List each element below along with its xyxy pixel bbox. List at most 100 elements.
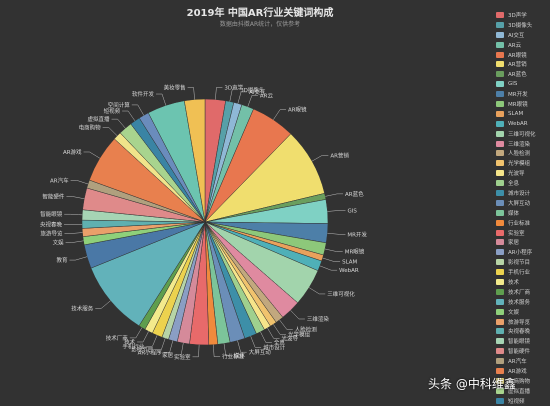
legend-item[interactable]: AR小程序 [496,247,550,257]
legend-swatch [496,279,504,285]
legend-label: AR游戏 [508,367,527,375]
legend-item[interactable]: GIS [496,79,550,89]
slice-label: 行业标准 [222,353,245,361]
legend-item[interactable]: 媒体 [496,208,550,218]
leader-line [260,332,271,343]
legend-swatch [496,398,504,404]
slice-label: 三维渲染 [307,315,330,323]
legend-item[interactable]: MR眼镜 [496,99,550,109]
leader-line [238,341,247,353]
legend-item[interactable]: 央视春晚 [496,327,550,337]
legend-label: GIS [508,81,517,87]
legend-label: 光波导 [508,169,525,177]
leader-line [132,105,144,115]
leader-line [164,341,173,353]
legend-item[interactable]: AR营销 [496,59,550,69]
legend-label: 人脸检测 [508,149,530,157]
legend-item[interactable]: 手机行业 [496,267,550,277]
slice-label: 软件开发 [132,90,155,98]
leader-line [251,336,261,347]
legend-label: AR营销 [508,60,527,68]
legend-swatch [496,309,504,315]
slice-label: 空间计算 [108,101,131,109]
legend-swatch [496,368,504,374]
legend-label: 媒体 [508,209,519,217]
legend-label: 家居 [508,238,519,246]
legend-item[interactable]: AI交互 [496,30,550,40]
legend-item[interactable]: 文娱 [496,307,550,317]
legend-item[interactable]: AR眼镜 [496,50,550,60]
legend-label: AR眼镜 [508,51,527,59]
slice-label: 旅游导览 [40,230,63,238]
legend-label: SLAM [508,111,523,117]
leader-line [84,152,100,158]
legend-item[interactable]: 技术服务 [496,297,550,307]
legend-swatch [496,259,504,265]
legend-label: 行业标准 [508,219,530,227]
legend-swatch [496,170,504,176]
legend-swatch [496,42,504,48]
legend-item[interactable]: AR蓝色 [496,69,550,79]
legend-item[interactable]: 3D摄像头 [496,20,550,30]
leader-line [328,210,346,211]
legend-item[interactable]: 三维渲染 [496,139,550,149]
legend-item[interactable]: 智能硬件 [496,346,550,356]
legend-swatch [496,52,504,58]
legend-swatch [496,299,504,305]
legend-item[interactable]: 全息 [496,178,550,188]
legend-item[interactable]: 技术 [496,277,550,287]
legend-swatch [496,180,504,186]
slice-label: 技术厂商 [106,334,129,342]
legend-item[interactable]: MR开发 [496,89,550,99]
legend-swatch [496,111,504,117]
leader-line [273,110,286,120]
leader-line [215,87,222,99]
legend-item[interactable]: SLAM [496,109,550,119]
legend-item[interactable]: 行业标准 [496,218,550,228]
leader-line [193,345,200,357]
slice-label: 教育 [56,256,68,264]
legend-item[interactable]: WebAR [496,119,550,129]
legend-item[interactable]: 家居 [496,237,550,247]
legend-item[interactable]: 旅游导览 [496,317,550,327]
leader-line [309,288,325,294]
legend-item[interactable]: 影视节目 [496,257,550,267]
legend-item[interactable]: 光学模组 [496,158,550,168]
legend-item[interactable]: 大屏互动 [496,198,550,208]
legend-label: 影视节目 [508,258,530,266]
leader-line [175,343,183,355]
leader-line [66,241,84,243]
legend-item[interactable]: 技术厂商 [496,287,550,297]
legend-swatch [496,32,504,38]
leader-line [323,258,340,262]
legend-swatch [496,131,504,137]
slice-label: MR开发 [347,230,367,238]
legend-swatch [496,81,504,87]
legend-label: 技术 [508,278,519,286]
legend-item[interactable]: AR汽车 [496,356,550,366]
leader-line [112,119,126,128]
legend-swatch [496,141,504,147]
legend-label: 短视频 [508,397,525,405]
legend-item[interactable]: 实验室 [496,228,550,238]
legend-label: 技术服务 [508,298,530,306]
legend-item[interactable]: 城市设计 [496,188,550,198]
legend-item[interactable]: 短视频 [496,396,550,406]
legend-label: 旅游导览 [508,318,530,326]
legend-label: AR小程序 [508,248,532,256]
slice-label: 实验室 [174,353,191,361]
legend-item[interactable]: 3D声学 [496,10,550,20]
legend-item[interactable]: 光波导 [496,168,550,178]
leader-line [188,87,195,99]
legend-swatch [496,269,504,275]
legend-label: 光学模组 [508,159,530,167]
legend-swatch [496,160,504,166]
legend-item[interactable]: 人脸检测 [496,148,550,158]
watermark: 头条 @中科维鑫 [428,375,516,392]
legend-item[interactable]: AR云 [496,40,550,50]
legend-item[interactable]: 智能眼镜 [496,336,550,346]
legend-swatch [496,12,504,18]
legend-item[interactable]: 三维可视化 [496,129,550,139]
legend-label: 技术厂商 [508,288,530,296]
